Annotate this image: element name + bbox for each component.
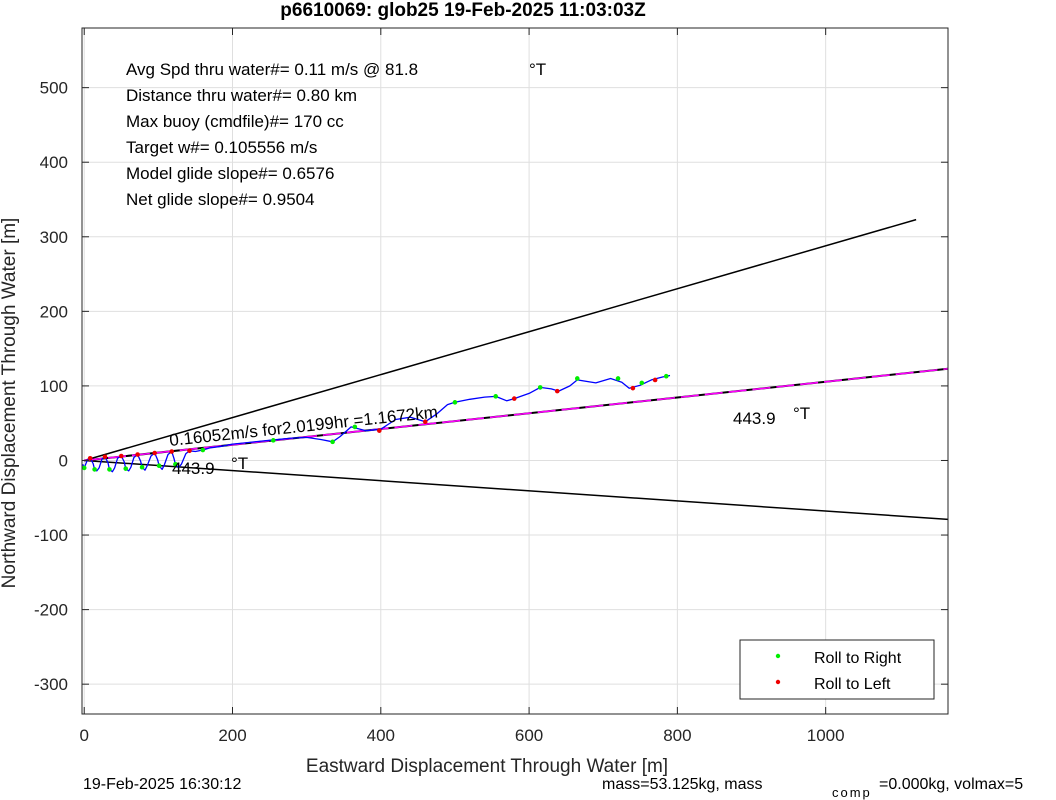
- roll-left-point: [630, 385, 636, 391]
- legend-marker-roll-right: [775, 653, 781, 659]
- roll-right-point: [537, 385, 543, 390]
- x-tick-label: 400: [367, 726, 395, 745]
- x-axis-label: Eastward Displacement Through Water [m]: [306, 756, 668, 777]
- upper-heading-bound-line: [84, 218, 917, 462]
- roll-right-point: [352, 424, 358, 430]
- roll-right-point: [493, 394, 499, 399]
- roll-right-point: [615, 376, 621, 381]
- roll-right-point: [639, 380, 645, 386]
- footer-comp-subscript: comp: [832, 785, 872, 800]
- legend: Roll to Right Roll to Left: [739, 639, 935, 700]
- roll-right-point: [200, 447, 206, 453]
- roll-left-point: [422, 419, 428, 425]
- roll-right-point: [663, 373, 669, 379]
- stat-max-buoy: Max buoy (cmdfile)#= 170 cc: [126, 112, 344, 131]
- roll-right-point: [123, 466, 129, 471]
- stat-target-w: Target w#= 0.105556 m/s: [126, 138, 317, 157]
- footer: 19-Feb-2025 16:30:12 mass=53.125kg, mass…: [83, 776, 1023, 800]
- legend-box: [739, 639, 935, 700]
- roll-right-point: [92, 467, 97, 472]
- y-tick-label: -200: [34, 601, 68, 620]
- y-tick-label: 300: [40, 228, 68, 247]
- roll-right-point: [452, 400, 458, 405]
- y-tick-label: 200: [40, 302, 68, 321]
- y-tick-label: -300: [34, 675, 68, 694]
- stat-avg-speed-unit: °T: [529, 60, 546, 79]
- axis-ticks: 0 200 400 600 800 1000 -300 -200 -100 0 100 200 300 4…: [34, 28, 948, 745]
- grid-lines: [82, 28, 948, 714]
- heading-label-left: 443.9: [172, 459, 215, 478]
- roll-left-point: [554, 388, 560, 394]
- x-tick-label: 200: [218, 726, 246, 745]
- legend-label-roll-right: Roll to Right: [814, 650, 902, 667]
- chart-title: p6610069: glob25 19-Feb-2025 11:03:03Z: [280, 0, 646, 21]
- y-tick-label: 500: [40, 79, 68, 98]
- roll-right-point: [139, 464, 145, 470]
- roll-left-point: [102, 454, 108, 460]
- roll-left-point: [652, 377, 658, 383]
- roll-left-point: [118, 453, 124, 459]
- stat-net-glide: Net glide slope#= 0.9504: [126, 190, 315, 209]
- heading-label-right: 443.9: [733, 409, 776, 428]
- stats-block: Avg Spd thru water#= 0.11 m/s @ 81.8 °T …: [126, 60, 546, 209]
- roll-left-point: [135, 452, 140, 457]
- roll-right-point: [173, 461, 178, 467]
- lower-heading-bound-line: [84, 459, 949, 521]
- roll-right-point: [574, 376, 580, 381]
- footer-date: 19-Feb-2025 16:30:12: [83, 776, 241, 793]
- x-tick-label: 800: [663, 726, 691, 745]
- footer-mass: mass=53.125kg, mass: [602, 776, 763, 793]
- x-tick-label: 0: [79, 726, 88, 745]
- y-tick-label: 100: [40, 377, 68, 396]
- roll-right-point: [270, 438, 276, 443]
- heading-unit-right: °T: [793, 404, 810, 423]
- roll-left-point: [511, 396, 517, 401]
- roll-right-point: [330, 439, 335, 445]
- roll-right-point: [81, 465, 87, 471]
- glider-track-line: [82, 374, 671, 473]
- legend-marker-roll-left: [775, 679, 781, 685]
- axes-box: [81, 27, 949, 715]
- x-tick-label: 600: [515, 726, 543, 745]
- roll-right-point: [107, 467, 112, 472]
- roll-left-point: [169, 449, 175, 454]
- heading-unit-left: °T: [231, 454, 248, 473]
- stat-model-glide: Model glide slope#= 0.6576: [126, 164, 334, 183]
- y-axis-label: Northward Displacement Through Water [m]: [0, 218, 20, 589]
- legend-label-roll-left: Roll to Left: [814, 676, 891, 693]
- roll-right-point: [156, 463, 162, 468]
- stat-distance: Distance thru water#= 0.80 km: [126, 86, 357, 105]
- roll-left-point: [87, 455, 93, 461]
- y-tick-label: 0: [59, 451, 68, 470]
- roll-left-point: [152, 450, 157, 456]
- data-layer: [81, 218, 949, 521]
- roll-left-point: [377, 428, 382, 433]
- footer-volmax: =0.000kg, volmax=5: [879, 776, 1023, 793]
- roll-left-point: [187, 448, 192, 454]
- y-tick-label: 400: [40, 153, 68, 172]
- stat-avg-speed: Avg Spd thru water#= 0.11 m/s @ 81.8: [126, 60, 418, 79]
- y-tick-label: -100: [34, 526, 68, 545]
- x-tick-label: 1000: [807, 726, 845, 745]
